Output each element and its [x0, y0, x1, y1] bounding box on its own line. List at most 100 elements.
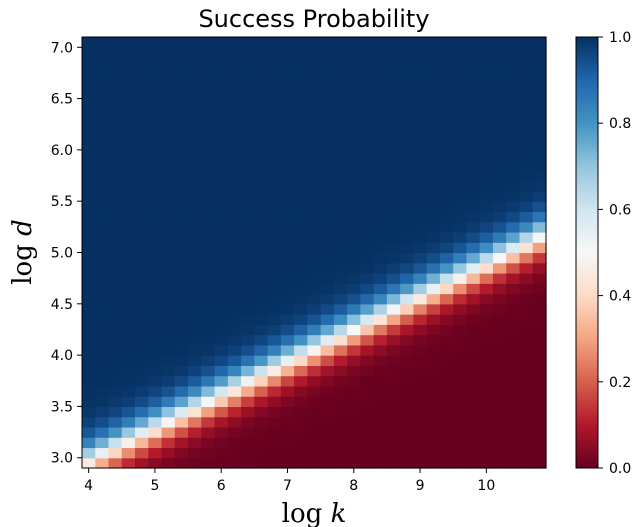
heatmap-cell — [227, 231, 242, 243]
heatmap-cell — [135, 416, 149, 428]
heatmap-cell — [479, 119, 494, 130]
heatmap-cell — [280, 170, 295, 182]
heatmap-cell — [95, 242, 110, 254]
heatmap-cell — [386, 273, 401, 284]
heatmap-cell — [426, 293, 441, 305]
heatmap-cell — [214, 170, 229, 182]
heatmap-cell — [479, 108, 494, 120]
heatmap-cell — [161, 67, 176, 79]
heatmap-cell — [466, 180, 481, 192]
heatmap-cell — [135, 47, 149, 59]
heatmap-cell — [95, 252, 110, 264]
heatmap-cell — [333, 365, 348, 377]
heatmap-cell — [360, 119, 375, 130]
heatmap-cell — [280, 293, 295, 305]
heatmap-cell — [135, 129, 149, 141]
heatmap-cell — [373, 252, 388, 264]
heatmap-cell — [320, 98, 335, 110]
heatmap-cell — [453, 201, 468, 213]
heatmap-cell — [254, 375, 269, 387]
heatmap-cell — [453, 211, 468, 223]
heatmap-cell — [241, 416, 255, 428]
heatmap-cell — [413, 47, 428, 59]
heatmap-cell — [121, 426, 136, 438]
heatmap-cell — [148, 180, 163, 192]
heatmap-cell — [254, 324, 269, 336]
heatmap-cell — [241, 57, 255, 69]
heatmap-cell — [333, 78, 348, 89]
heatmap-cell — [108, 98, 123, 110]
heatmap-cell — [426, 139, 441, 151]
heatmap-cell — [121, 149, 136, 161]
heatmap-cell — [519, 447, 534, 459]
heatmap-cell — [254, 160, 269, 171]
heatmap-cell — [466, 119, 481, 130]
heatmap-cell — [439, 303, 454, 315]
heatmap-cell — [532, 375, 547, 387]
heatmap-cell — [95, 447, 110, 459]
heatmap-cell — [95, 273, 110, 284]
heatmap-cell — [267, 221, 282, 233]
heatmap-cell — [333, 324, 348, 336]
heatmap-cell — [532, 457, 547, 469]
heatmap-cell — [506, 426, 521, 438]
heatmap-cell — [121, 231, 136, 243]
heatmap-cell — [506, 180, 521, 192]
heatmap-cell — [307, 231, 322, 243]
heatmap-cell — [413, 365, 428, 377]
heatmap-cell — [174, 457, 189, 469]
heatmap-cell — [479, 385, 494, 397]
heatmap-cell — [95, 293, 110, 305]
heatmap-cell — [347, 242, 361, 254]
heatmap-cell — [95, 283, 110, 295]
heatmap-cell — [453, 365, 468, 377]
heatmap-cell — [413, 129, 428, 141]
heatmap-cell — [121, 365, 136, 377]
heatmap-cell — [373, 283, 388, 295]
heatmap-cell — [413, 273, 428, 284]
heatmap-cell — [161, 78, 176, 89]
heatmap-cell — [254, 242, 269, 254]
x-tick-label: 8 — [349, 478, 358, 494]
heatmap-cell — [386, 67, 401, 79]
heatmap-cell — [386, 98, 401, 110]
heatmap-cell — [201, 57, 216, 69]
heatmap-cell — [201, 416, 216, 428]
heatmap-cell — [135, 57, 149, 69]
heatmap-cell — [320, 314, 335, 325]
heatmap-cell — [254, 457, 269, 469]
heatmap-cell — [519, 396, 534, 408]
heatmap-cell — [506, 88, 521, 100]
heatmap-cell — [479, 447, 494, 459]
heatmap-cell — [519, 457, 534, 469]
heatmap-cell — [506, 406, 521, 418]
heatmap-cell — [241, 242, 255, 254]
heatmap-cell — [108, 139, 123, 151]
heatmap-cell — [254, 221, 269, 233]
heatmap-cell — [135, 221, 149, 233]
heatmap-cell — [386, 314, 401, 325]
heatmap-cell — [373, 293, 388, 305]
heatmap-cell — [532, 385, 547, 397]
heatmap-cell — [174, 78, 189, 89]
heatmap-cell — [506, 67, 521, 79]
heatmap-cell — [400, 231, 415, 243]
heatmap-cell — [254, 108, 269, 120]
heatmap-cell — [360, 437, 375, 449]
heatmap-cell — [492, 355, 507, 366]
heatmap-cell — [373, 406, 388, 418]
heatmap-cell — [161, 221, 176, 233]
heatmap-cell — [294, 160, 308, 171]
heatmap-cell — [492, 375, 507, 387]
heatmap-cell — [492, 324, 507, 336]
heatmap-cell — [108, 231, 123, 243]
heatmap-cell — [360, 314, 375, 325]
heatmap-cell — [439, 231, 454, 243]
heatmap-cell — [95, 57, 110, 69]
heatmap-cell — [333, 108, 348, 120]
heatmap-cell — [95, 201, 110, 213]
heatmap-cell — [506, 108, 521, 120]
heatmap-cell — [373, 37, 388, 48]
heatmap-cell — [241, 108, 255, 120]
heatmap-cell — [267, 416, 282, 428]
